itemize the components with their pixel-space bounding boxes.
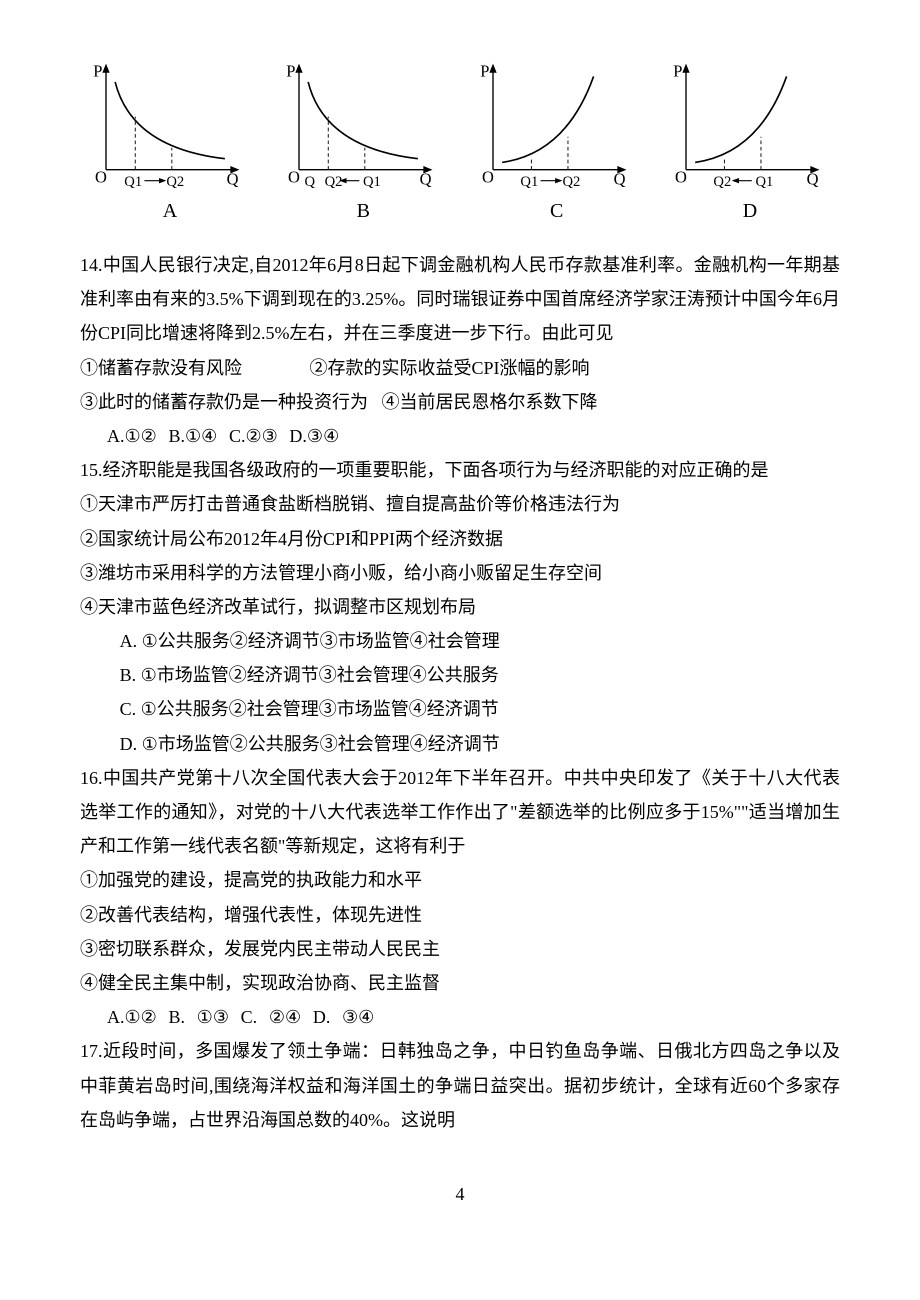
svg-text:P: P (93, 61, 102, 80)
q15-a: A. ①公共服务②经济调节③市场监管④社会管理 (80, 624, 840, 658)
q16-c2: ②改善代表结构，增强代表性，体现先进性 (80, 898, 840, 932)
svg-text:Q: Q (227, 169, 239, 188)
q16-c3: ③密切联系群众，发展党内民主带动人民民主 (80, 932, 840, 966)
q14-c1: ①储蓄存款没有风险 (80, 358, 242, 378)
svg-text:Q1: Q1 (363, 174, 381, 188)
svg-text:O: O (675, 168, 687, 187)
q15-b: B. ①市场监管②经济调节③社会管理④公共服务 (80, 658, 840, 692)
svg-text:Q: Q (305, 174, 316, 188)
q15-c3: ③潍坊市采用科学的方法管理小商小贩，给小商小贩留足生存空间 (80, 556, 840, 590)
svg-text:Q2: Q2 (325, 174, 343, 188)
q16-c4: ④健全民主集中制，实现政治协商、民主监督 (80, 966, 840, 1000)
q17-stem: 17.近段时间，多国爆发了领土争端：日韩独岛之争，中日钓鱼岛争端、日俄北方四岛之… (80, 1034, 840, 1137)
q15-c4: ④天津市蓝色经济改革试行，拟调整市区规划布局 (80, 590, 840, 624)
q15-c1: ①天津市严厉打击普通食盐断档脱销、擅自提高盐价等价格违法行为 (80, 487, 840, 521)
svg-text:Q1: Q1 (124, 174, 142, 188)
svg-text:P: P (287, 61, 296, 80)
q15-c2: ②国家统计局公布2012年4月份CPI和PPI两个经济数据 (80, 522, 840, 556)
chart-A: P O Q Q1 Q2 A (80, 60, 260, 230)
q14-c3: ③此时的储蓄存款仍是一种投资行为 (80, 392, 368, 412)
chart-label-C: C (550, 192, 563, 230)
q15-c: C. ①公共服务②社会管理③市场监管④经济调节 (80, 692, 840, 726)
chart-label-D: D (743, 192, 757, 230)
q15-d: D. ①市场监管②公共服务③社会管理④经济调节 (80, 727, 840, 761)
svg-text:Q1: Q1 (755, 174, 773, 188)
chart-B: P O Q Q Q2 Q1 B (273, 60, 453, 230)
chart-label-A: A (163, 192, 177, 230)
svg-text:P: P (673, 61, 682, 80)
svg-text:Q: Q (807, 169, 819, 188)
svg-text:O: O (482, 168, 494, 187)
svg-text:P: P (480, 61, 489, 80)
svg-text:O: O (95, 168, 107, 187)
chart-C: P O Q Q1 Q2 C (467, 60, 647, 230)
svg-text:Q1: Q1 (520, 174, 538, 188)
q14-line2: ③此时的储蓄存款仍是一种投资行为 ④当前居民恩格尔系数下降 (80, 385, 840, 419)
svg-text:Q2: Q2 (166, 174, 184, 188)
q14-line1: ①储蓄存款没有风险 ②存款的实际收益受CPI涨幅的影响 (80, 351, 840, 385)
svg-text:Q2: Q2 (713, 174, 731, 188)
q14-options: A.①② B.①④ C.②③ D.③④ (80, 419, 840, 453)
q16-stem: 16.中国共产党第十八次全国代表大会于2012年下半年召开。中共中央印发了《关于… (80, 761, 840, 864)
chart-row: P O Q Q1 Q2 A P O Q Q Q2 (80, 60, 840, 230)
q16-c1: ①加强党的建设，提高党的执政能力和水平 (80, 863, 840, 897)
svg-text:Q: Q (420, 169, 432, 188)
q16-options: A.①② B. ①③ C. ②④ D. ③④ (80, 1000, 840, 1034)
svg-text:O: O (288, 168, 300, 187)
chart-D: P O Q Q2 Q1 D (660, 60, 840, 230)
q14-c4: ④当前居民恩格尔系数下降 (382, 392, 598, 412)
svg-text:Q: Q (613, 169, 625, 188)
q14-stem: 14.中国人民银行决定,自2012年6月8日起下调金融机构人民币存款基准利率。金… (80, 248, 840, 351)
chart-label-B: B (357, 192, 370, 230)
q15-stem: 15.经济职能是我国各级政府的一项重要职能，下面各项行为与经济职能的对应正确的是 (80, 453, 840, 487)
page-number: 4 (80, 1177, 840, 1211)
q14-c2: ②存款的实际收益受CPI涨幅的影响 (310, 358, 590, 378)
svg-text:Q2: Q2 (562, 174, 580, 188)
